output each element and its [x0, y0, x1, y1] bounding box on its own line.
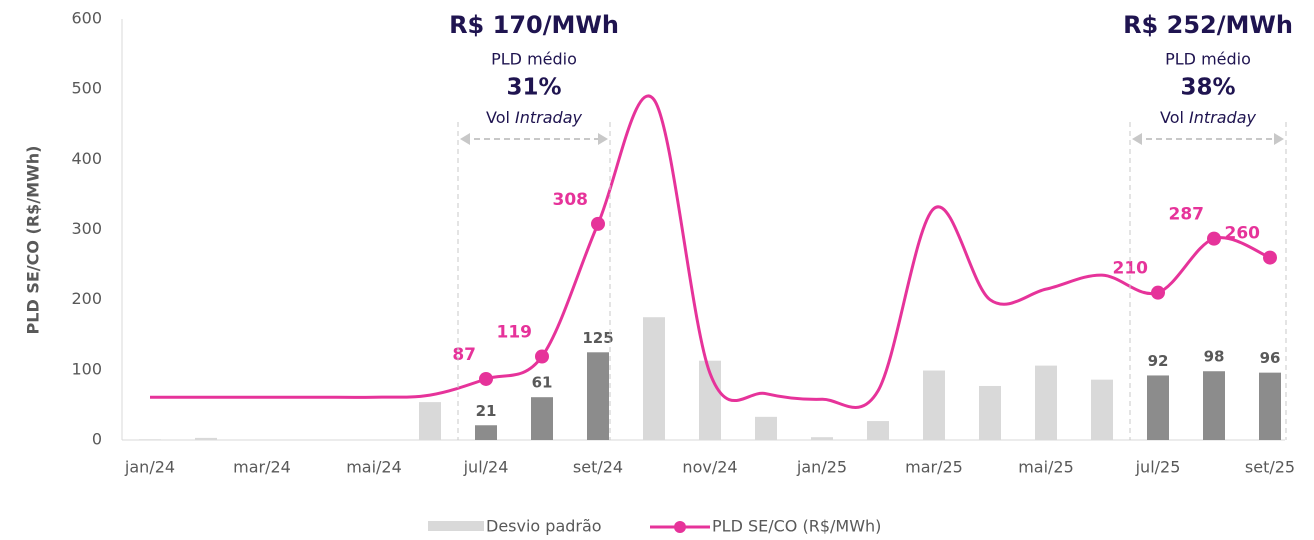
y-tick-label: 400	[71, 149, 102, 168]
bar-label: 125	[582, 329, 613, 347]
bar	[475, 425, 497, 440]
bar	[979, 385, 1001, 440]
bar	[811, 437, 833, 440]
bar	[755, 416, 777, 440]
line-label: 119	[497, 323, 533, 343]
line-marker	[591, 216, 605, 231]
legend-label: Desvio padrão	[486, 517, 602, 536]
y-tick-label: 100	[71, 359, 102, 378]
line-label: 287	[1169, 205, 1205, 225]
bar	[699, 360, 721, 440]
bar	[867, 421, 889, 440]
annotation-price: R$ 252/MWh	[1123, 11, 1293, 39]
x-tick-label: set/25	[1245, 458, 1295, 477]
line-marker	[479, 371, 493, 386]
bar-label: 61	[532, 374, 553, 392]
y-tick-label: 500	[71, 79, 102, 98]
annotation-vol: 31%	[506, 75, 561, 101]
legend-label: PLD SE/CO (R$/MWh)	[712, 517, 881, 536]
y-tick-label: 0	[92, 430, 102, 449]
annotation-price-label: PLD médio	[491, 50, 577, 69]
x-tick-label: mai/25	[1018, 458, 1074, 477]
line-marker	[1151, 285, 1165, 300]
x-tick-label: set/24	[573, 458, 623, 477]
vol-italic: Intraday	[515, 108, 582, 127]
bar	[531, 397, 553, 440]
line-label: 308	[553, 190, 589, 210]
line-marker	[535, 349, 549, 364]
bar	[1091, 379, 1113, 440]
legend-swatch	[428, 521, 484, 531]
x-tick-label: nov/24	[682, 458, 737, 477]
annotation-price: R$ 170/MWh	[449, 11, 619, 39]
bar-label: 21	[476, 402, 497, 420]
line-label: 260	[1225, 224, 1261, 244]
vol-prefix: Vol	[1160, 108, 1184, 127]
bar	[1147, 375, 1169, 440]
y-tick-label: 600	[71, 9, 102, 28]
x-tick-label: jan/24	[124, 458, 175, 477]
x-tick-label: mar/25	[905, 458, 963, 477]
bar	[419, 402, 441, 440]
bar-label: 96	[1260, 349, 1281, 367]
bar-label: 92	[1148, 352, 1169, 370]
bar	[1259, 372, 1281, 440]
annotation-price-label: PLD médio	[1165, 50, 1251, 69]
x-tick-label: mar/24	[233, 458, 291, 477]
y-tick-label: 200	[71, 289, 102, 308]
line	[149, 94, 1271, 409]
bar	[1035, 365, 1057, 440]
x-tick-label: mai/24	[346, 458, 402, 477]
line-marker	[1263, 250, 1277, 265]
bar	[139, 439, 161, 440]
bar	[923, 370, 945, 440]
bar	[1203, 371, 1225, 440]
line-label: 87	[452, 345, 476, 365]
annotation-vol: 38%	[1180, 75, 1235, 101]
vol-italic: Intraday	[1189, 108, 1256, 127]
x-tick-label: jan/25	[796, 458, 847, 477]
bar	[195, 437, 217, 440]
annotation-vol-label: Vol Intraday	[486, 108, 583, 127]
bar-label: 98	[1204, 348, 1225, 366]
bar	[587, 352, 609, 440]
annotation-vol-label: Vol Intraday	[1160, 108, 1257, 127]
vol-prefix: Vol	[486, 108, 510, 127]
y-tick-label: 300	[71, 219, 102, 238]
line-marker	[1207, 231, 1221, 246]
x-tick-label: jul/25	[1135, 458, 1181, 477]
legend-swatch	[674, 521, 686, 533]
bar	[643, 317, 665, 440]
x-tick-label: jul/24	[463, 458, 509, 477]
y-axis-label: PLD SE/CO (R$/MWh)	[24, 146, 43, 335]
